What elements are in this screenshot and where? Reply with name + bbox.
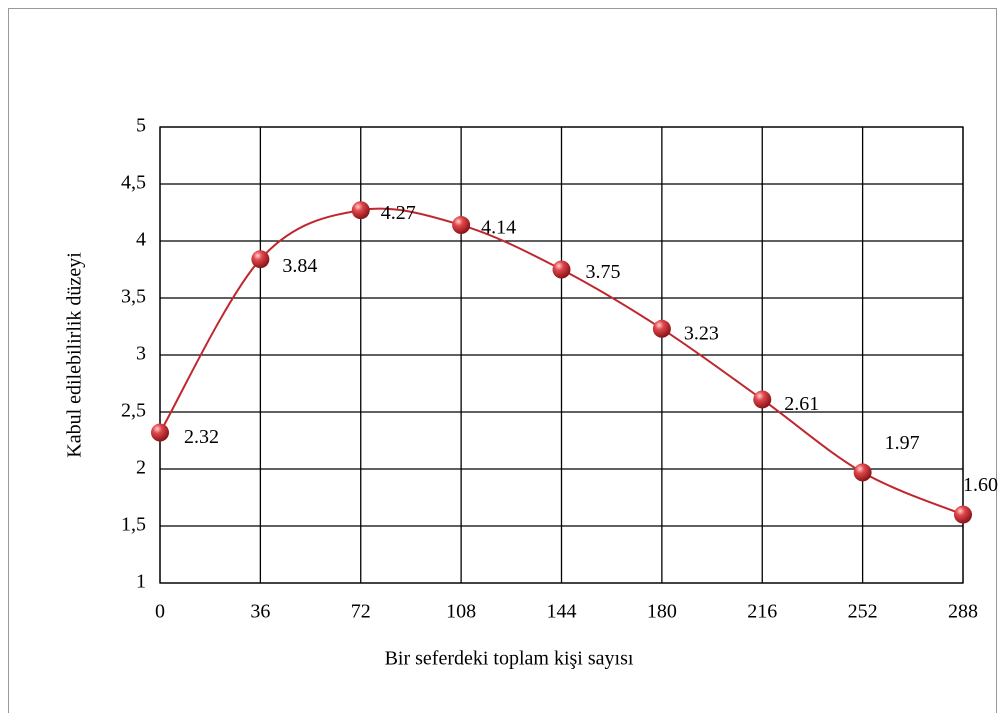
y-tick-label: 1 bbox=[136, 571, 146, 593]
data-point bbox=[351, 201, 370, 220]
data-point bbox=[652, 319, 671, 338]
x-tick-label: 288 bbox=[948, 601, 978, 623]
data-point bbox=[853, 463, 872, 482]
x-tick-label: 252 bbox=[848, 601, 878, 623]
x-tick-label: 144 bbox=[547, 601, 577, 623]
data-label: 4.14 bbox=[481, 217, 516, 239]
y-tick-label: 5 bbox=[136, 115, 146, 137]
data-label: 3.75 bbox=[586, 261, 621, 283]
y-tick-label: 2,5 bbox=[121, 400, 146, 422]
data-label: 2.32 bbox=[184, 426, 219, 448]
data-point bbox=[251, 250, 270, 269]
y-axis-title: Kabul edilebilirlik düzeyi bbox=[64, 252, 86, 458]
data-label: 3.84 bbox=[282, 255, 317, 277]
x-tick-label: 36 bbox=[250, 601, 270, 623]
data-point bbox=[954, 505, 972, 524]
data-point bbox=[151, 423, 169, 442]
data-point bbox=[753, 390, 772, 409]
data-point bbox=[452, 216, 471, 235]
y-tick-label: 3 bbox=[136, 343, 146, 365]
data-label: 3.23 bbox=[684, 322, 719, 344]
y-tick-label: 4 bbox=[136, 229, 146, 251]
x-tick-label: 180 bbox=[647, 601, 677, 623]
y-tick-label: 3,5 bbox=[121, 286, 146, 308]
x-tick-label: 0 bbox=[155, 601, 165, 623]
data-label: 1.97 bbox=[885, 432, 920, 454]
x-tick-label: 216 bbox=[747, 601, 777, 623]
data-label: 4.27 bbox=[381, 202, 416, 224]
y-tick-label: 4,5 bbox=[121, 172, 146, 194]
data-label: 2.61 bbox=[784, 393, 819, 415]
y-tick-label: 2 bbox=[136, 457, 146, 479]
x-tick-label: 72 bbox=[351, 601, 371, 623]
chart-frame bbox=[8, 8, 997, 713]
x-axis-title: Bir seferdeki toplam kişi sayısı bbox=[385, 648, 634, 670]
x-tick-label: 108 bbox=[446, 601, 476, 623]
data-point bbox=[552, 260, 571, 279]
y-tick-label: 1,5 bbox=[121, 514, 146, 536]
plot-border bbox=[159, 126, 964, 584]
data-label: 1.60 bbox=[963, 474, 998, 496]
